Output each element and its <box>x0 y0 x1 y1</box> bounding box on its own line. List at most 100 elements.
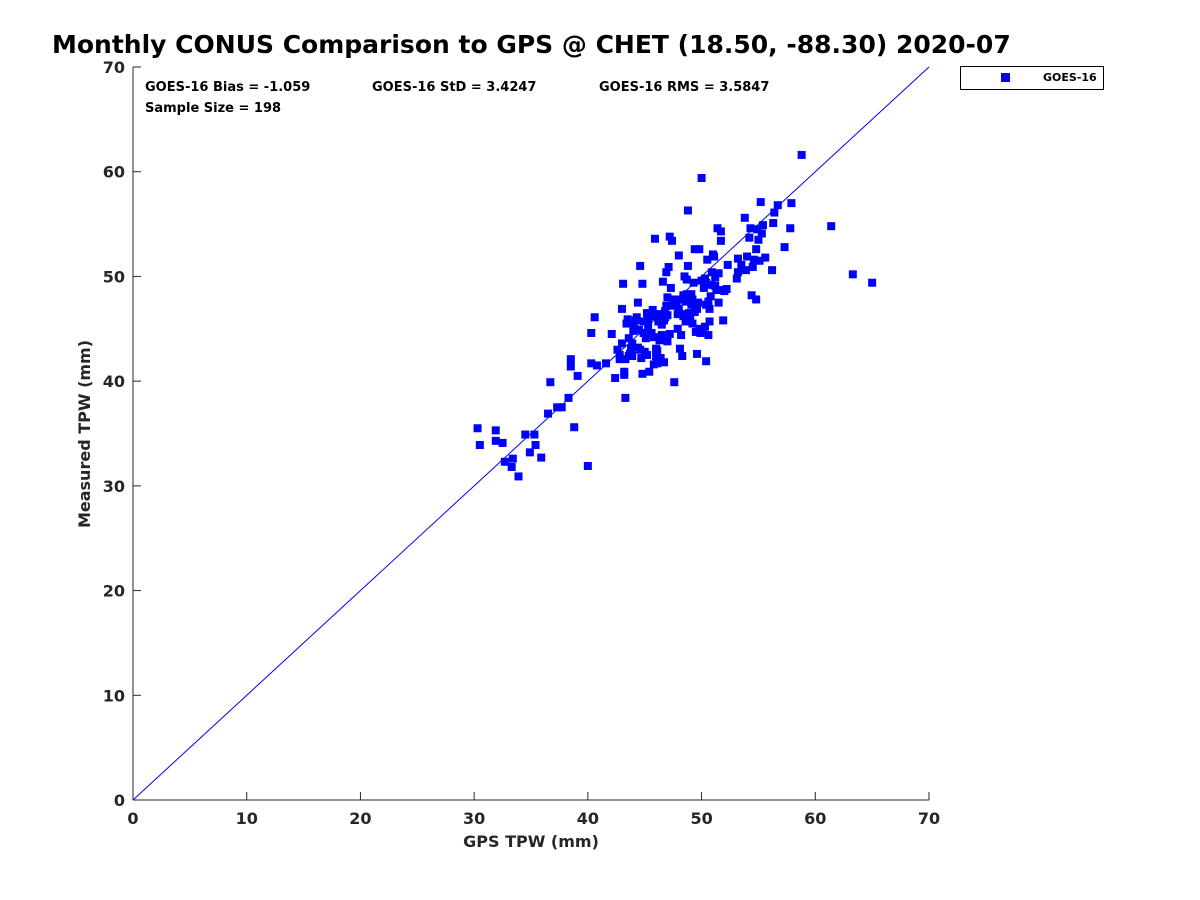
data-point <box>590 313 599 322</box>
data-point <box>602 359 611 368</box>
data-point <box>640 347 649 356</box>
data-point <box>674 304 683 313</box>
data-point <box>624 334 633 343</box>
data-point <box>573 371 582 380</box>
data-point <box>639 317 648 326</box>
data-point <box>648 305 657 314</box>
bias-annotation: GOES-16 Bias = -1.059 <box>145 80 311 95</box>
data-point <box>514 472 523 481</box>
data-point <box>673 310 682 319</box>
data-point <box>475 441 484 450</box>
data-point <box>537 453 546 462</box>
data-point <box>695 324 704 333</box>
data-point <box>752 245 761 254</box>
data-point <box>498 438 507 447</box>
data-point <box>711 281 720 290</box>
x-tick-label: 50 <box>690 809 712 828</box>
chart-title: Monthly CONUS Comparison to GPS @ CHET (… <box>52 30 1011 59</box>
data-point <box>753 225 762 234</box>
data-point <box>613 345 622 354</box>
data-point <box>780 243 789 252</box>
data-point <box>688 319 697 328</box>
x-tick-label: 0 <box>127 809 138 828</box>
data-point <box>668 301 677 310</box>
data-point <box>665 232 674 241</box>
data-point <box>655 310 664 319</box>
data-point <box>619 279 628 288</box>
data-point <box>748 263 757 272</box>
y-tick-label: 0 <box>114 791 125 810</box>
data-point <box>706 280 715 289</box>
data-point <box>703 255 712 264</box>
data-point <box>637 354 646 363</box>
data-point <box>733 254 742 263</box>
data-point <box>682 290 691 299</box>
data-point <box>663 311 672 320</box>
data-point <box>720 287 729 296</box>
y-tick-label: 60 <box>103 163 125 182</box>
legend-marker-square-icon <box>1001 73 1010 82</box>
data-point <box>665 330 674 339</box>
axes <box>132 67 929 801</box>
data-point <box>658 277 667 286</box>
x-tick-label: 60 <box>804 809 826 828</box>
data-point <box>615 355 624 364</box>
axis-ticks: 0 10 20 30 40 50 60 70 0 10 20 30 40 50 60 70 <box>103 58 940 828</box>
data-point <box>827 222 836 231</box>
data-point <box>592 361 601 370</box>
data-point <box>531 441 540 450</box>
data-point <box>704 331 713 340</box>
data-point <box>652 352 661 361</box>
data-point <box>741 266 750 275</box>
data-point <box>491 426 500 435</box>
data-point <box>557 403 566 412</box>
data-point <box>621 393 630 402</box>
data-point <box>687 300 696 309</box>
y-tick-label: 40 <box>103 372 125 391</box>
data-point <box>747 291 756 300</box>
data-point <box>638 279 647 288</box>
data-point <box>714 269 723 278</box>
data-point <box>773 201 782 210</box>
data-point <box>690 245 699 254</box>
data-point <box>491 436 500 445</box>
data-point <box>647 328 656 337</box>
data-point <box>683 206 692 215</box>
data-point <box>636 261 645 270</box>
data-point <box>706 292 715 301</box>
data-point <box>664 263 673 272</box>
data-point <box>678 352 687 361</box>
data-point <box>848 270 857 279</box>
data-point <box>673 324 682 333</box>
data-point <box>732 274 741 283</box>
data-point <box>629 320 638 329</box>
data-point <box>666 283 675 292</box>
data-point <box>757 229 766 238</box>
x-tick-label: 30 <box>463 809 485 828</box>
data-point <box>663 293 672 302</box>
data-point <box>587 359 596 368</box>
data-point <box>746 224 755 233</box>
y-tick-label: 50 <box>103 267 125 286</box>
data-point <box>737 260 746 269</box>
data-point <box>714 298 723 307</box>
data-point <box>566 362 575 371</box>
sample-size-annotation: Sample Size = 198 <box>145 101 282 116</box>
data-point <box>617 339 626 348</box>
data-point <box>695 245 704 254</box>
x-tick-label: 20 <box>349 809 371 828</box>
data-point <box>768 266 777 275</box>
data-point <box>711 273 720 282</box>
data-point <box>663 337 672 346</box>
data-point <box>525 448 534 457</box>
data-point <box>723 260 732 269</box>
data-point <box>677 331 686 340</box>
data-point <box>620 367 629 376</box>
data-point <box>797 150 806 159</box>
data-point <box>500 457 509 466</box>
data-point <box>715 286 724 295</box>
data-point <box>674 251 683 260</box>
data-point <box>507 463 516 472</box>
data-point <box>668 236 677 245</box>
